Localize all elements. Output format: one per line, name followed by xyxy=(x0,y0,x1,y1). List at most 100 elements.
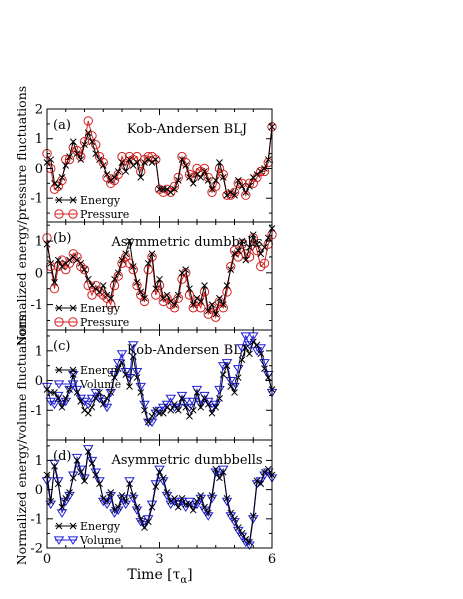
data-point-energy xyxy=(92,395,100,402)
data-point-energy xyxy=(92,150,100,157)
data-point-energy xyxy=(171,185,178,193)
data-point-energy xyxy=(58,403,66,411)
data-point-energy xyxy=(148,159,156,166)
data-point-volume xyxy=(217,362,229,371)
data-point-energy xyxy=(253,477,261,485)
data-point-energy xyxy=(51,462,58,470)
data-point-volume xyxy=(67,371,79,380)
data-point-energy xyxy=(186,500,193,508)
data-point-energy xyxy=(54,182,62,190)
data-point-pressure xyxy=(151,154,161,165)
data-point-energy xyxy=(137,288,145,296)
legend-marker xyxy=(53,536,65,545)
data-point-energy xyxy=(96,389,103,396)
legend-marker xyxy=(55,196,63,204)
data-point-energy xyxy=(182,403,190,411)
panel-label: (b) xyxy=(53,231,71,246)
data-point-energy xyxy=(223,191,231,199)
legend-marker xyxy=(55,522,63,530)
data-point-volume xyxy=(90,388,102,398)
data-point-energy xyxy=(189,406,197,414)
data-point-energy xyxy=(129,263,137,270)
data-point-energy xyxy=(208,492,216,499)
data-point-energy xyxy=(223,282,231,289)
data-point-energy xyxy=(246,182,253,190)
data-point-energy xyxy=(81,141,88,149)
data-point-energy xyxy=(189,179,197,187)
data-point-pressure xyxy=(256,166,266,177)
data-point-energy xyxy=(174,177,182,184)
y-tick-label: -1 xyxy=(30,298,43,313)
data-point-energy xyxy=(253,341,261,349)
data-point-energy xyxy=(133,278,141,286)
data-point-energy xyxy=(118,492,126,499)
data-point-volume xyxy=(105,388,117,398)
data-point-volume xyxy=(82,400,94,410)
data-point-energy xyxy=(208,301,216,308)
data-point-energy xyxy=(219,301,227,308)
data-point-energy xyxy=(148,250,156,258)
legend-label: Pressure xyxy=(80,316,129,329)
data-point-energy xyxy=(122,497,130,505)
data-point-energy xyxy=(88,403,96,411)
data-point-energy xyxy=(257,168,265,175)
data-point-pressure xyxy=(196,303,206,313)
data-point-energy xyxy=(152,483,160,491)
data-point-energy xyxy=(114,168,122,175)
data-point-energy xyxy=(231,191,238,199)
data-point-energy xyxy=(47,259,55,267)
data-point-volume xyxy=(101,403,113,413)
data-point-volume xyxy=(86,394,98,404)
data-point-volume xyxy=(135,382,147,392)
data-point-energy xyxy=(216,395,223,402)
data-point-energy xyxy=(171,495,178,502)
data-point-energy xyxy=(212,310,220,318)
data-point-energy xyxy=(144,518,152,526)
data-point-energy xyxy=(122,168,130,175)
panel-1: -1 0 1 (b) Asymmetric dumbbells EnergyPressur… xyxy=(30,221,277,331)
data-point-volume xyxy=(139,400,150,410)
legend-marker xyxy=(69,304,77,312)
data-point-pressure xyxy=(121,160,131,171)
data-point-energy xyxy=(246,350,253,358)
data-point-energy xyxy=(212,177,220,184)
data-point-energy xyxy=(54,480,62,488)
data-point-energy xyxy=(148,412,156,420)
data-point-energy xyxy=(246,538,253,546)
data-point-energy xyxy=(197,492,205,499)
data-point-energy xyxy=(58,174,66,181)
data-point-pressure xyxy=(76,151,86,162)
data-point-energy xyxy=(264,374,272,381)
data-point-pressure xyxy=(61,154,71,165)
data-point-energy xyxy=(103,395,111,402)
x-tick-label: 3 xyxy=(155,552,163,567)
data-point-energy xyxy=(144,259,152,267)
data-point-energy xyxy=(212,403,220,411)
data-point-energy xyxy=(201,395,208,402)
panel-title: Asymmetric dumbbells xyxy=(110,235,262,250)
data-point-energy xyxy=(261,165,268,172)
data-point-energy xyxy=(249,512,257,520)
data-point-energy xyxy=(264,465,272,473)
data-point-energy xyxy=(171,301,178,308)
data-point-energy xyxy=(152,156,160,163)
data-point-energy xyxy=(66,153,73,160)
data-point-energy xyxy=(88,138,96,146)
data-point-energy xyxy=(182,266,190,274)
data-point-energy xyxy=(216,474,223,482)
data-point-energy xyxy=(54,256,62,264)
data-point-volume xyxy=(79,397,90,407)
data-point-energy xyxy=(111,275,118,283)
data-point-energy xyxy=(163,291,171,299)
data-point-energy xyxy=(77,397,85,405)
data-point-energy xyxy=(174,291,182,299)
data-point-energy xyxy=(62,162,70,169)
data-point-energy xyxy=(249,174,257,181)
data-point-energy xyxy=(47,497,55,505)
data-point-energy xyxy=(62,395,70,402)
data-point-energy xyxy=(73,389,81,396)
data-point-energy xyxy=(96,156,103,163)
panel-label: (a) xyxy=(53,118,71,133)
y-tick-label: 1 xyxy=(35,235,43,250)
